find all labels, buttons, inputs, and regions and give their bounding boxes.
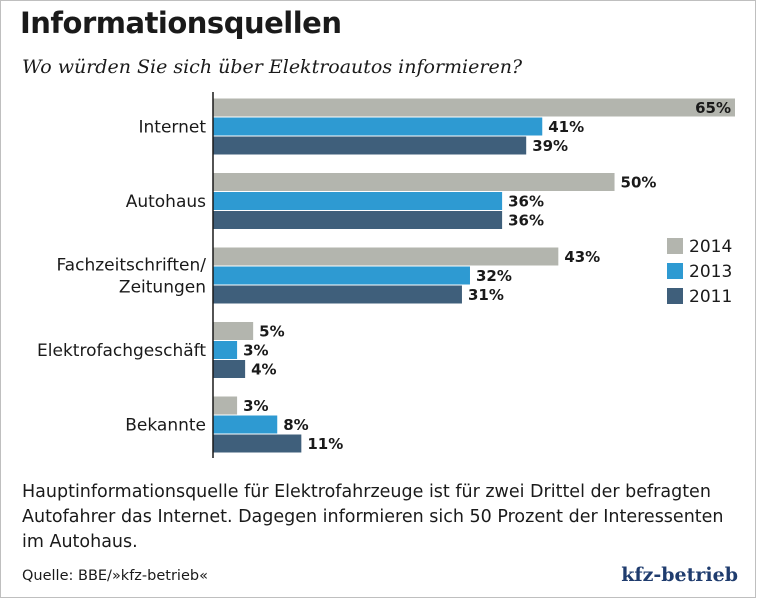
source-note: Quelle: BBE/»kfz-betrieb« [22,568,208,584]
legend-swatch [667,238,683,254]
data-label: 36% [508,212,544,230]
bar [213,247,559,266]
bar [213,360,246,378]
legend-label: 2013 [689,262,732,282]
category-label: Zeitungen [119,278,206,298]
data-label: 4% [251,361,276,379]
bar [213,98,735,117]
category-label: Fachzeitschriften/ [56,256,206,276]
data-label: 50% [621,174,657,192]
data-label: 8% [283,416,308,434]
bar [213,266,470,285]
chart-subtitle: Wo würden Sie sich über Elektroautos inf… [22,56,523,78]
data-label: 31% [468,286,504,304]
data-label: 3% [243,397,268,415]
legend-label: 2011 [689,287,732,307]
bar [213,173,615,191]
legend-swatch [667,288,683,304]
bar [213,396,238,415]
bar [213,322,254,340]
data-label: 36% [508,193,544,211]
legend-swatch [667,263,683,279]
data-label: 32% [476,267,512,285]
bar [213,415,278,434]
category-label: Elektrofachgeschäft [37,341,206,361]
bar [213,211,503,229]
kfz-betrieb-logo: kfz-betrieb [621,564,738,586]
bar [213,341,238,359]
bar [213,117,543,136]
bar [213,434,302,453]
bar-chart: Internet 65% 41%39% Autohaus 50% 36%36% Fachze… [37,92,735,458]
data-label: 65% [695,99,731,117]
data-label: 39% [532,137,568,155]
bar [213,192,503,210]
chart-caption: Hauptinformationsquelle für Elektrofahrz… [22,482,724,552]
data-label: 5% [259,323,284,341]
category-label: Internet [138,118,206,138]
data-label: 41% [548,118,584,136]
bar [213,285,462,304]
data-label: 3% [243,342,268,360]
data-label: 43% [564,248,600,266]
category-label: Bekannte [125,416,206,436]
bar [213,136,527,155]
category-label: Autohaus [126,192,206,212]
chart-title: Informationsquellen [20,6,342,40]
data-label: 11% [307,435,343,453]
legend-label: 2014 [689,237,732,257]
